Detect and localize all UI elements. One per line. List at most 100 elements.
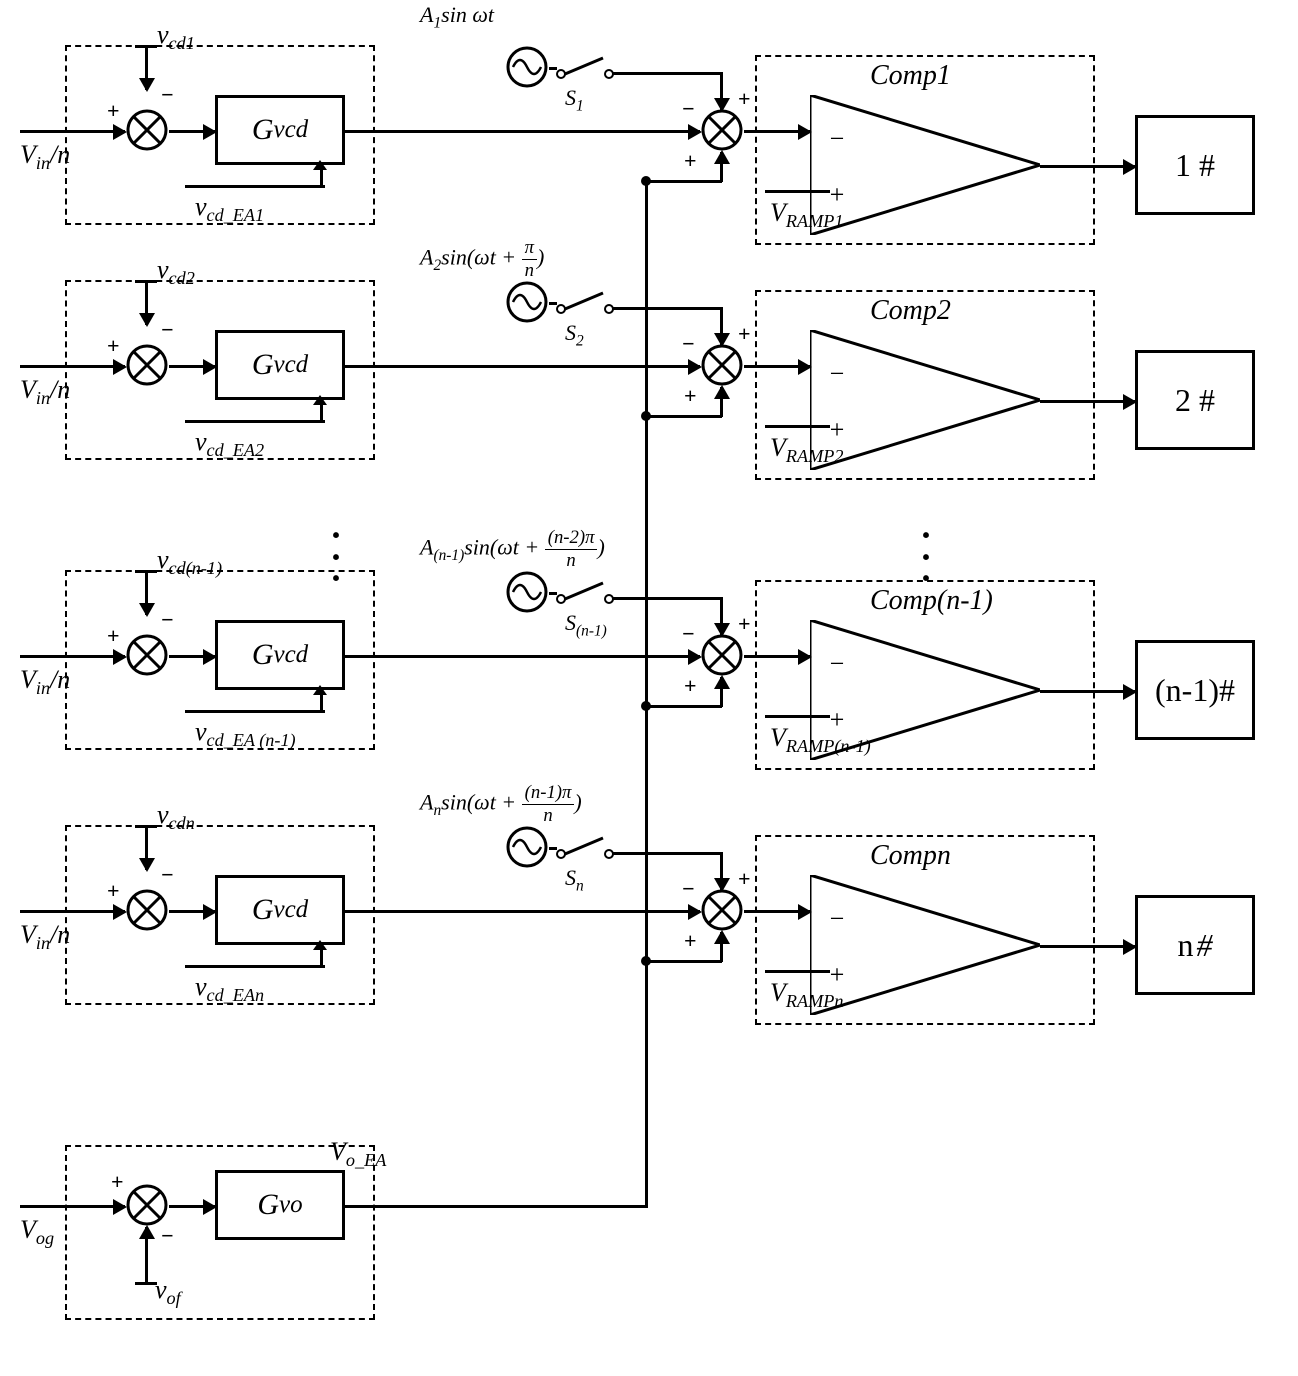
wire [613,852,722,855]
wire [613,307,722,310]
wire [565,583,603,599]
wire [565,838,603,854]
feedback-label: vcd(n-1) [157,545,222,579]
wire [557,70,565,78]
switch [555,832,615,862]
wire [720,72,723,110]
wire: cd(n-1) [169,558,223,578]
wire: + [107,98,120,124]
wire: (n-1) [576,622,607,639]
wire [513,840,541,854]
comp-label: Comp2 [870,295,951,327]
wire: in [36,153,50,173]
wire: in [36,678,50,698]
sine-source [505,825,549,869]
wire: cd_EA (n-1) [207,730,296,750]
wire: + [111,1169,124,1195]
wire: − [161,607,174,633]
wire [700,343,744,387]
sine-label: A2sin(ωt + πn) [420,237,544,282]
wire [565,293,603,309]
comp-label: Compn [870,840,951,872]
output-box-3: (n-1)# [1135,640,1255,740]
switch-label: Sn [565,865,584,895]
wire: cd1 [169,33,195,53]
wire [557,850,565,858]
sine-source [505,45,549,89]
sine-label: A(n-1)sin(ωt + (n-2)πn) [420,527,605,572]
wire: + [107,333,120,359]
wire [135,825,157,828]
wire [20,1205,125,1208]
input-line [20,910,125,913]
comp-label: Comp1 [870,60,951,92]
wire [810,875,1040,1015]
wire [700,888,744,932]
wire [185,710,325,713]
wire [505,570,549,614]
wire: 1 [433,14,441,31]
wire: in [36,388,50,408]
wire [765,970,830,973]
wire [125,633,169,677]
wire [605,850,613,858]
controller-box: Gvcd [215,875,345,945]
wire [700,108,744,152]
wire [555,52,615,82]
wire [765,715,830,718]
switch [555,52,615,82]
wire: RAMP2 [786,446,844,466]
input-line [20,130,125,133]
wire: (n-2)π [545,527,598,550]
wire: cd_EA2 [207,440,265,460]
wire: + [684,928,697,954]
wire: −+ [810,95,1040,235]
summer-right [700,633,744,677]
wire [313,160,327,170]
wire: − [828,649,846,678]
wire: of [167,1288,181,1308]
wire: n [522,805,575,827]
sine-label: Ansin(ωt + (n-1)πn) [420,782,582,827]
wire [513,295,541,309]
wire [145,280,148,325]
wire: + [738,86,751,112]
wire: cd_EA1 [207,205,265,225]
voea-bus [645,180,648,1205]
wire [313,685,327,695]
wire [720,387,723,417]
wire: og [36,1228,54,1248]
wire [135,280,157,283]
wire: (n-1)πn [522,782,575,827]
wire [169,365,215,368]
wire: cd2 [169,268,195,288]
wire [125,343,169,387]
wire: + [684,148,697,174]
wire: (n-1) [433,547,464,564]
wire [313,940,327,950]
input-line [20,655,125,658]
ea-label: vcd_EA (n-1) [195,717,296,751]
wire [720,597,723,635]
wire: n [522,260,537,282]
wire [645,705,722,708]
wire [720,307,723,345]
wire: − [828,124,846,153]
summer-left [125,633,169,677]
comparator: −+ [810,330,1040,475]
wire: cd_EAn [207,985,265,1005]
wire: RAMP(n-1) [786,736,871,756]
switch-label: S2 [565,320,584,350]
wire [145,825,148,870]
wire [145,45,148,90]
switch [555,577,615,607]
wire [345,1205,648,1208]
wire [125,108,169,152]
wire [613,72,722,75]
wire [505,280,549,324]
summer-right [700,108,744,152]
ramp-label: VRAMP2 [770,433,843,467]
input-label: Vin/n [20,140,70,174]
wire [645,180,722,183]
wire [185,965,325,968]
